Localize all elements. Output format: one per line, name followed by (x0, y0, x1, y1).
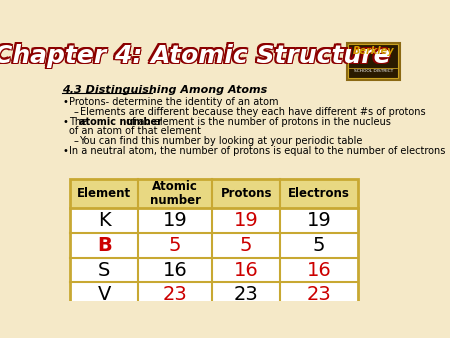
Text: •: • (63, 146, 68, 156)
FancyBboxPatch shape (70, 282, 358, 307)
Text: 19: 19 (163, 211, 188, 230)
Text: You can find this number by looking at your periodic table: You can find this number by looking at y… (80, 136, 363, 146)
Text: 5: 5 (313, 236, 325, 255)
Text: Chapter 4: Atomic Structure: Chapter 4: Atomic Structure (0, 45, 390, 69)
Text: –: – (73, 136, 78, 146)
Text: B: B (97, 236, 112, 255)
Text: S: S (98, 261, 111, 280)
FancyBboxPatch shape (70, 258, 358, 282)
Text: 16: 16 (234, 261, 258, 280)
Text: The: The (69, 117, 90, 127)
Text: Protons- determine the identity of an atom: Protons- determine the identity of an at… (69, 97, 278, 107)
Text: Protons: Protons (220, 187, 272, 200)
Text: Elements are different because they each have different #s of protons: Elements are different because they each… (80, 107, 425, 117)
Text: In a neutral atom, the number of protons is equal to the number of electrons: In a neutral atom, the number of protons… (69, 146, 445, 156)
Text: Atomic
number: Atomic number (150, 180, 201, 207)
Text: •: • (63, 97, 68, 107)
Text: 23: 23 (234, 285, 258, 304)
Text: 19: 19 (234, 211, 258, 230)
Text: Berkley: Berkley (352, 46, 394, 56)
Text: 4.3 Distinguishing Among Atoms: 4.3 Distinguishing Among Atoms (63, 85, 268, 95)
FancyBboxPatch shape (70, 179, 358, 209)
Text: •: • (63, 117, 68, 127)
Text: Chapter 4: Atomic Structure: Chapter 4: Atomic Structure (0, 43, 390, 67)
FancyBboxPatch shape (70, 209, 358, 233)
Text: of an element is the number of protons in the nucleus: of an element is the number of protons i… (123, 117, 391, 127)
Text: Chapter 4: Atomic Structure: Chapter 4: Atomic Structure (0, 44, 390, 68)
Text: 23: 23 (163, 285, 188, 304)
Text: Chapter 4: Atomic Structure: Chapter 4: Atomic Structure (0, 44, 389, 68)
Text: K: K (98, 211, 111, 230)
Text: Chapter 4: Atomic Structure: Chapter 4: Atomic Structure (0, 45, 389, 69)
Text: 23: 23 (306, 285, 331, 304)
Text: 5: 5 (240, 236, 252, 255)
Text: atomic number: atomic number (79, 117, 162, 127)
FancyBboxPatch shape (347, 43, 400, 80)
Text: –: – (73, 107, 78, 117)
Text: Chapter 4: Atomic Structure: Chapter 4: Atomic Structure (0, 44, 392, 68)
Text: 19: 19 (306, 211, 331, 230)
Text: 16: 16 (306, 261, 331, 280)
Text: SCHOOL DISTRICT: SCHOOL DISTRICT (354, 69, 393, 73)
Text: Chapter 4: Atomic Structure: Chapter 4: Atomic Structure (0, 43, 392, 67)
Text: Element: Element (77, 187, 131, 200)
Text: Electrons: Electrons (288, 187, 350, 200)
Text: V: V (98, 285, 111, 304)
Text: Chapter 4: Atomic Structure: Chapter 4: Atomic Structure (0, 45, 392, 69)
Text: of an atom of that element: of an atom of that element (69, 126, 201, 136)
Text: Chapter 4: Atomic Structure: Chapter 4: Atomic Structure (0, 43, 389, 67)
FancyBboxPatch shape (70, 233, 358, 258)
Text: 5: 5 (169, 236, 181, 255)
Text: 16: 16 (163, 261, 188, 280)
